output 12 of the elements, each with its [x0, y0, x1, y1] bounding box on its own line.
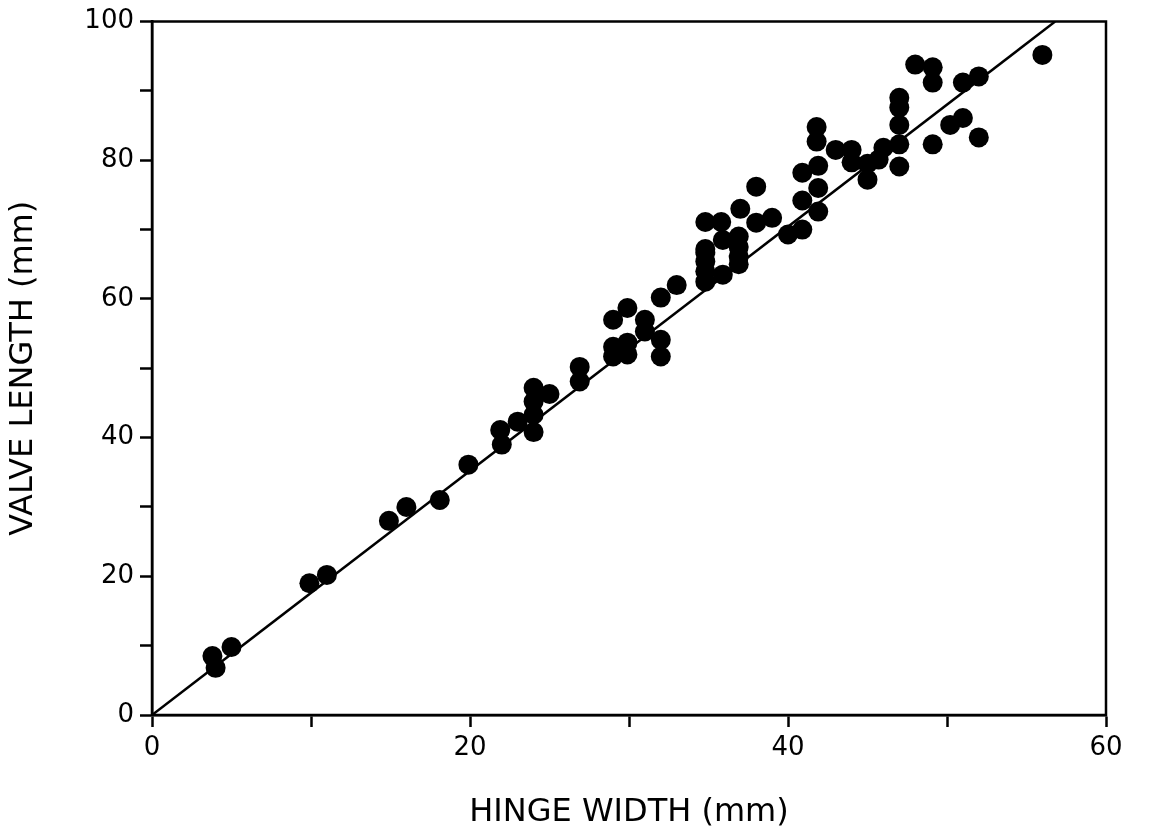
- y-tick-label: 80: [100, 143, 134, 174]
- y-tick-label: 100: [84, 4, 134, 35]
- x-tick-label: 40: [771, 731, 805, 762]
- y-tick-label: 0: [117, 697, 134, 728]
- y-tick-label: 60: [100, 281, 134, 312]
- x-tick-label: 0: [143, 731, 161, 762]
- y-axis-title: VALVE LENGTH (mm): [1, 200, 40, 536]
- x-tick-label: 60: [1089, 731, 1123, 762]
- x-axis-title: HINGE WIDTH (mm): [469, 791, 789, 830]
- y-tick-label: 20: [100, 559, 134, 590]
- x-tick-label: 20: [453, 731, 487, 762]
- y-tick-label: 40: [100, 420, 134, 451]
